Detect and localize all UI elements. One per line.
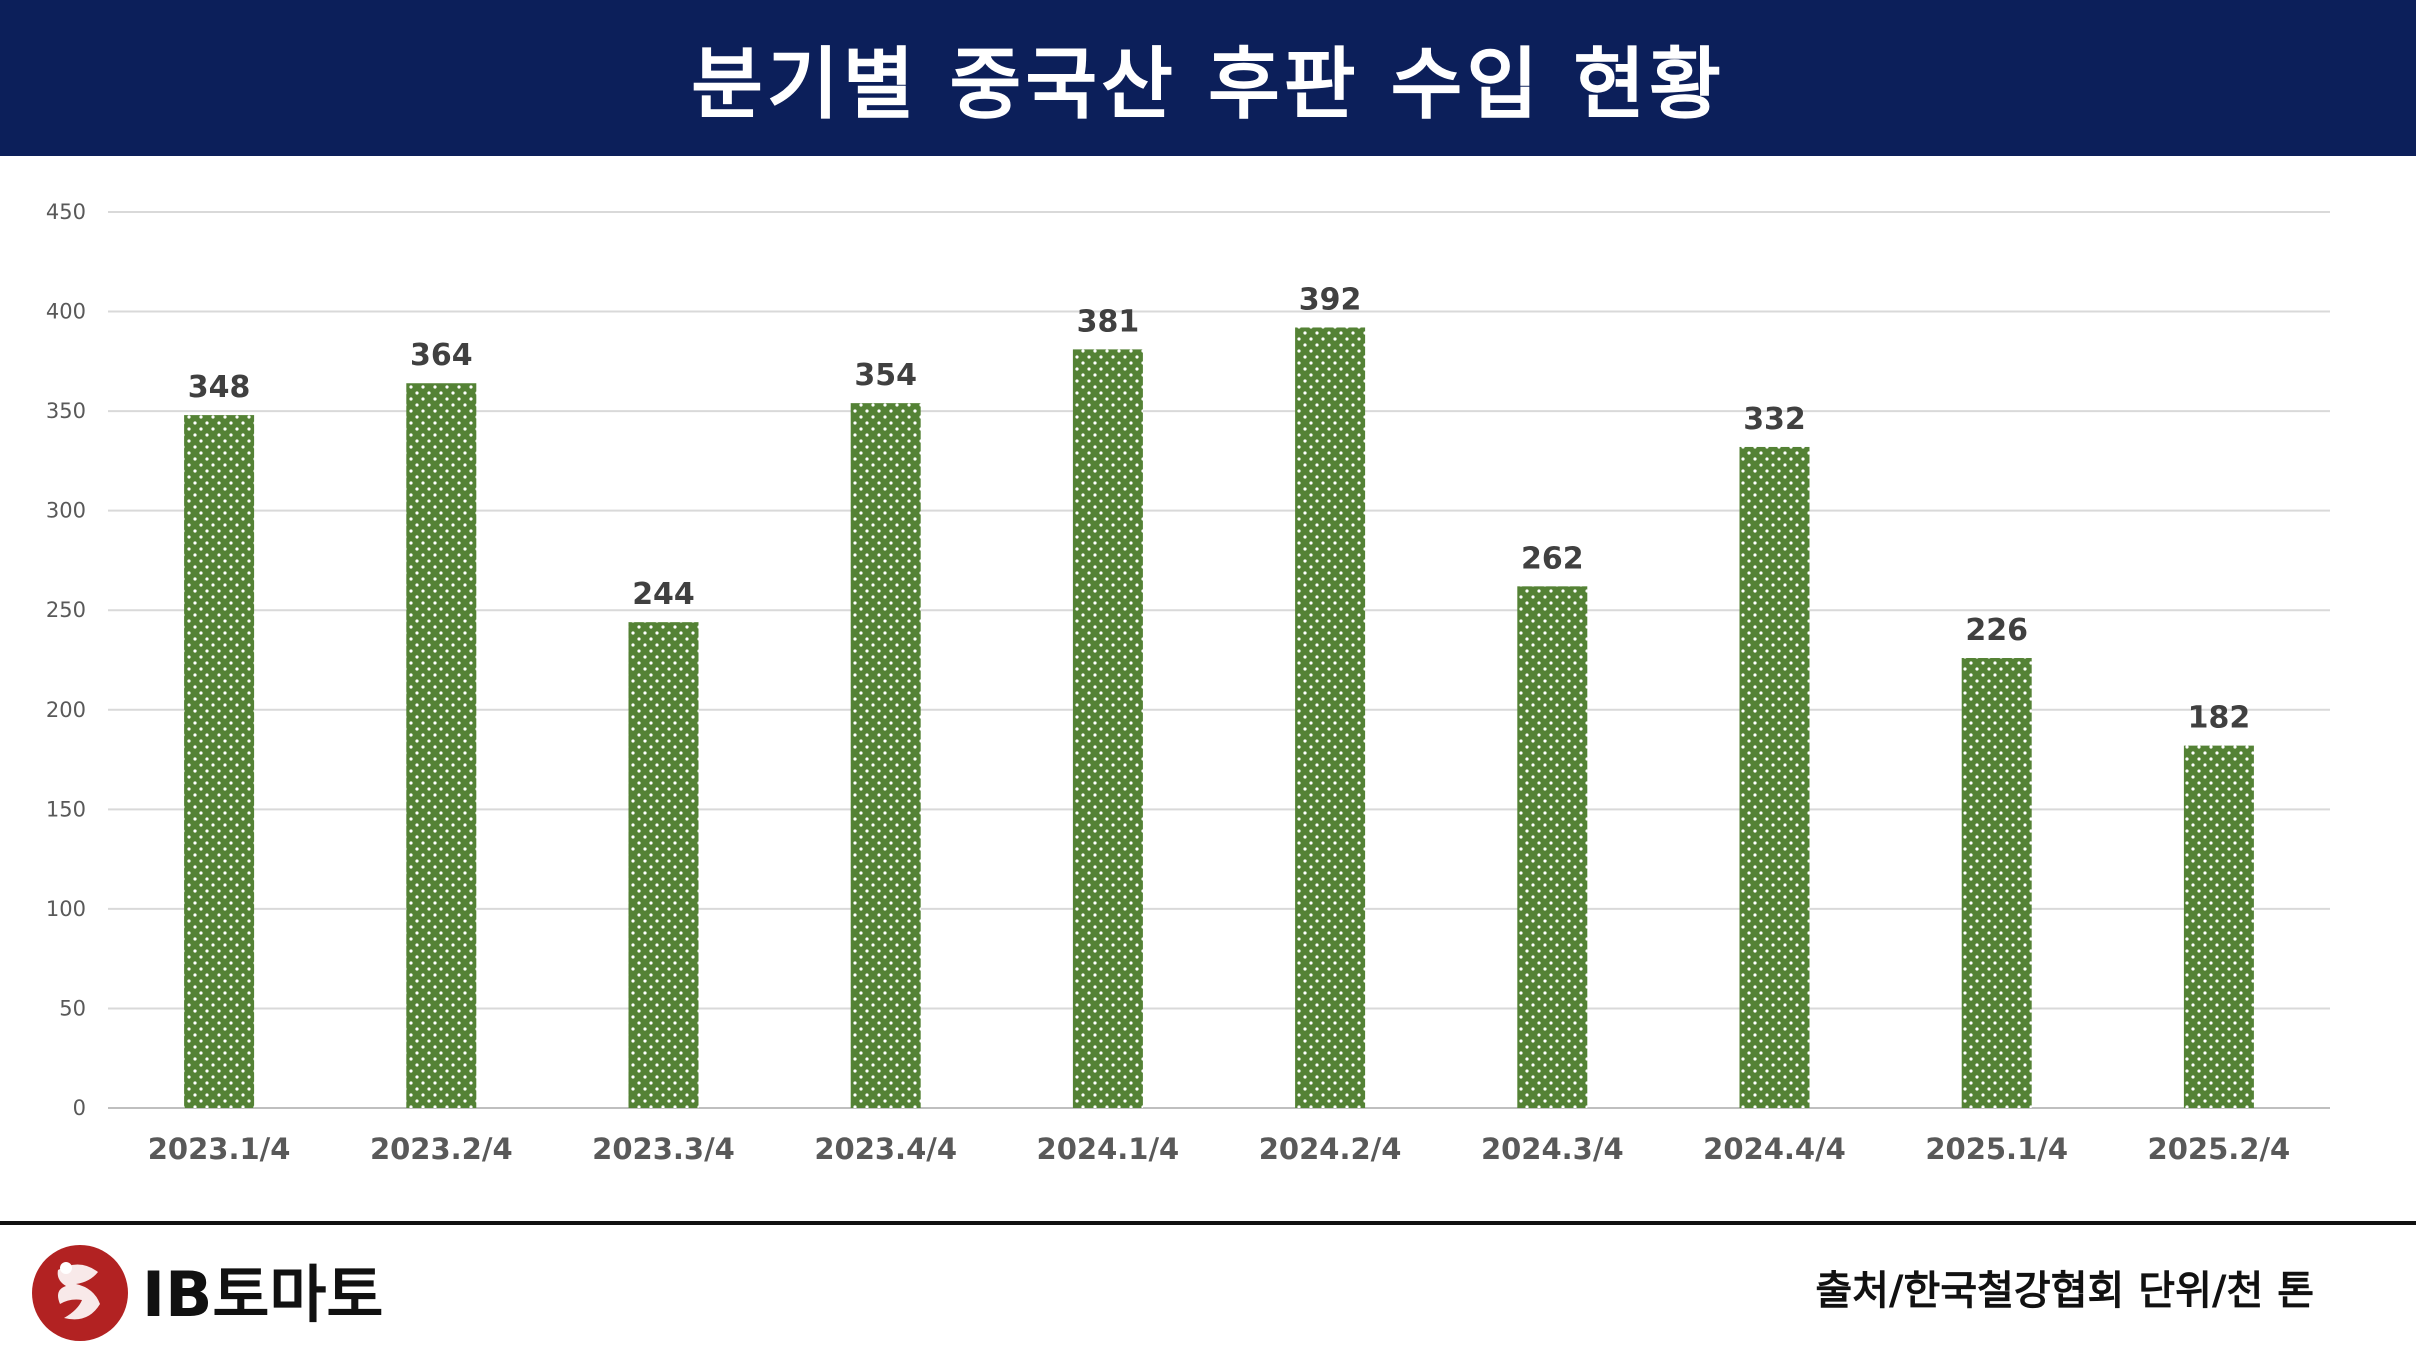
y-tick-label: 250 [46, 598, 86, 622]
y-tick-label: 150 [46, 797, 86, 821]
y-tick-label: 350 [46, 399, 86, 423]
source-note: 출처/한국철강협회 단위/천 톤 [1815, 1268, 2314, 1314]
y-tick-label: 400 [46, 300, 86, 324]
x-tick-label: 2024.4/4 [1703, 1132, 1846, 1166]
x-tick-label: 2023.3/4 [592, 1132, 735, 1166]
x-tick-label: 2023.4/4 [814, 1132, 957, 1166]
data-label: 364 [410, 338, 473, 373]
data-label: 392 [1299, 282, 1362, 317]
ib-tomato-logo: IB토마토 [32, 1245, 383, 1341]
bar [1961, 658, 2032, 1108]
x-tick-label: 2023.1/4 [148, 1132, 291, 1166]
bar [1739, 446, 1810, 1108]
x-tick-label: 2023.2/4 [370, 1132, 513, 1166]
data-label: 348 [188, 370, 251, 405]
data-label: 262 [1521, 541, 1584, 576]
bar-chart: 0 50 100 150 200 250 300 350 400 450 348 2023.1/4 3… [46, 200, 2330, 1166]
y-tick-label: 0 [73, 1096, 86, 1120]
x-tick-label: 2025.1/4 [1925, 1132, 2068, 1166]
y-tick-label: 300 [46, 499, 86, 523]
x-tick-label: 2024.2/4 [1259, 1132, 1402, 1166]
x-tick-label: 2025.2/4 [2148, 1132, 2291, 1166]
y-tick-label: 50 [59, 996, 86, 1020]
data-label: 244 [632, 577, 695, 612]
bar [1072, 349, 1143, 1108]
footer-divider [0, 1221, 2416, 1225]
data-label: 354 [854, 358, 917, 393]
bar [406, 383, 477, 1108]
bar [1295, 327, 1366, 1108]
title-banner: 분기별 중국산 후판 수입 현황 [0, 0, 2416, 156]
bar [2183, 745, 2254, 1108]
bar [1517, 586, 1588, 1108]
y-tick-label: 100 [46, 897, 86, 921]
x-tick-label: 2024.3/4 [1481, 1132, 1624, 1166]
data-label: 381 [1077, 304, 1140, 339]
data-label: 332 [1743, 402, 1806, 437]
bar [184, 415, 255, 1108]
logo-text: IB토마토 [142, 1258, 383, 1331]
data-label: 226 [1965, 613, 2028, 648]
y-tick-label: 200 [46, 698, 86, 722]
bar [628, 622, 699, 1108]
x-tick-label: 2024.1/4 [1037, 1132, 1180, 1166]
data-label: 182 [2188, 701, 2251, 736]
y-tick-label: 450 [46, 200, 86, 224]
chart-title: 분기별 중국산 후판 수입 현황 [691, 40, 1725, 130]
bar [850, 403, 921, 1108]
